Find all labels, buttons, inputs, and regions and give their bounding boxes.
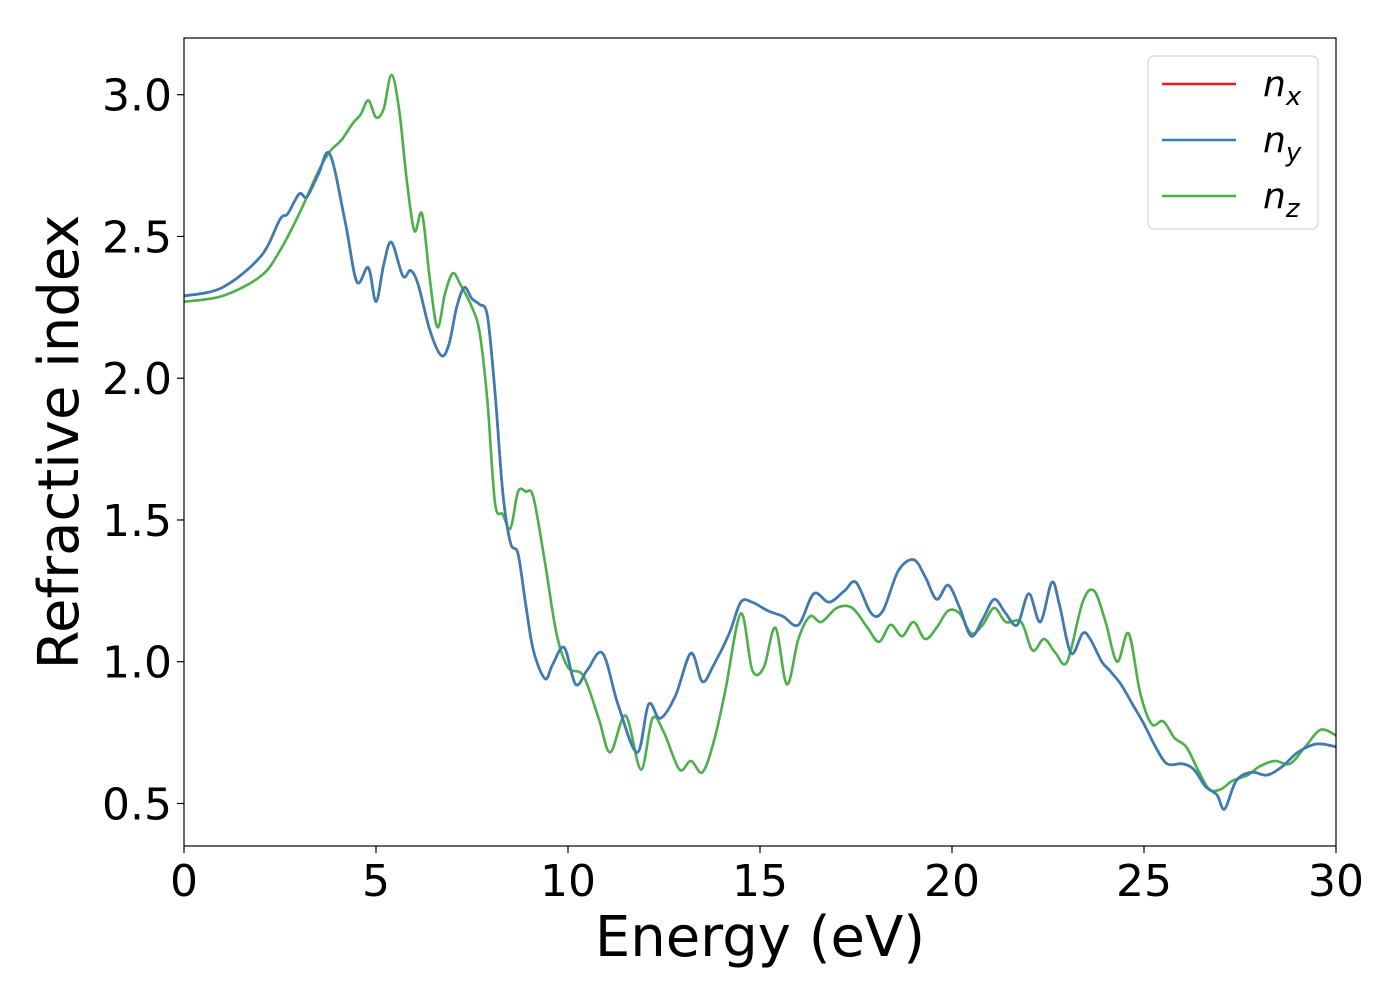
y-tick-label: 2.5 [102,212,172,263]
legend-box [1147,55,1319,230]
series-line-n-y [184,151,1336,811]
legend: nx ny nz [1147,55,1319,230]
legend-label-ny: ny [1263,120,1302,168]
legend-label-nx: nx [1263,64,1302,112]
legend-label-nz: nz [1263,176,1301,224]
x-axis-title: Energy (eV) [595,905,925,970]
x-tick-label: 15 [732,856,788,907]
y-tick-label: 0.5 [102,779,172,830]
x-tick-label: 30 [1308,856,1364,907]
y-tick-label: 1.5 [102,496,172,547]
x-tick-label: 25 [1116,856,1172,907]
y-tick-label: 3.0 [102,71,172,122]
x-tick-label: 20 [924,856,980,907]
x-tick-label: 10 [540,856,596,907]
y-tick-label: 1.0 [102,638,172,689]
y-axis-title: Refractive index [27,215,92,670]
series-line-n-x [184,151,1336,811]
series-layer [184,73,1336,811]
series-line-n-z [184,73,1336,793]
ticks-layer: 0 5 10 15 20 25 30 0.5 1.0 1.5 2.0 2.5 3.0 [102,71,1364,907]
x-tick-label: 5 [362,856,390,907]
y-tick-label: 2.0 [102,354,172,405]
x-tick-label: 0 [170,856,198,907]
legend-items: nx ny nz [1162,64,1302,224]
